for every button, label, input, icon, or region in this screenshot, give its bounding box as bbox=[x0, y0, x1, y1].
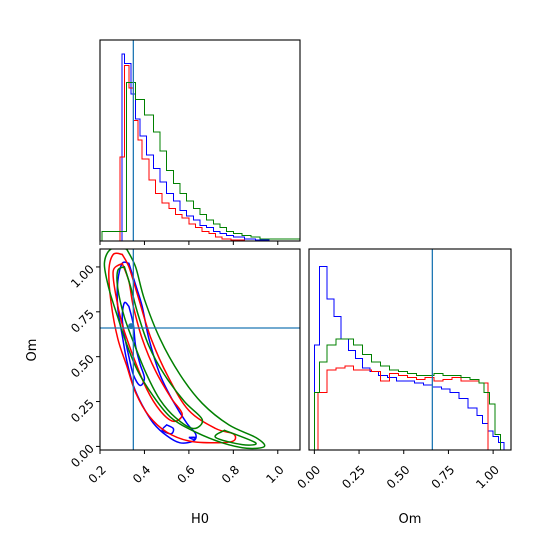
contour-frame bbox=[99, 248, 301, 451]
histogram-series-blue bbox=[309, 266, 511, 451]
h0-histogram-series bbox=[100, 53, 301, 242]
om-hist-axis-label: Om bbox=[399, 512, 422, 527]
contour-series bbox=[103, 249, 266, 450]
om-histogram-frame bbox=[308, 248, 512, 451]
contour-red-inner-5 bbox=[112, 262, 183, 423]
contour-green-inner-8 bbox=[214, 429, 257, 446]
histogram-series-green bbox=[100, 82, 301, 242]
histogram-series-red bbox=[100, 64, 300, 242]
h0-histogram-frame bbox=[99, 39, 301, 242]
histogram-series-green bbox=[309, 338, 511, 451]
h0-axis-label: H0 bbox=[191, 512, 209, 527]
contour-red-outer-4 bbox=[108, 252, 237, 444]
contour-blue-inner-1 bbox=[121, 301, 146, 387]
histogram-series-blue bbox=[100, 53, 300, 242]
om-histogram-series bbox=[309, 266, 511, 451]
h0-histogram-panel bbox=[99, 39, 301, 245]
h0-histogram-ticks bbox=[99, 241, 279, 245]
contour-blue-inner-3 bbox=[188, 436, 197, 440]
contour-green-outer-6 bbox=[103, 249, 266, 450]
contour-green-inner-7 bbox=[116, 265, 204, 430]
histogram-series-red bbox=[309, 365, 511, 451]
om-axis-label: Om bbox=[25, 339, 40, 362]
